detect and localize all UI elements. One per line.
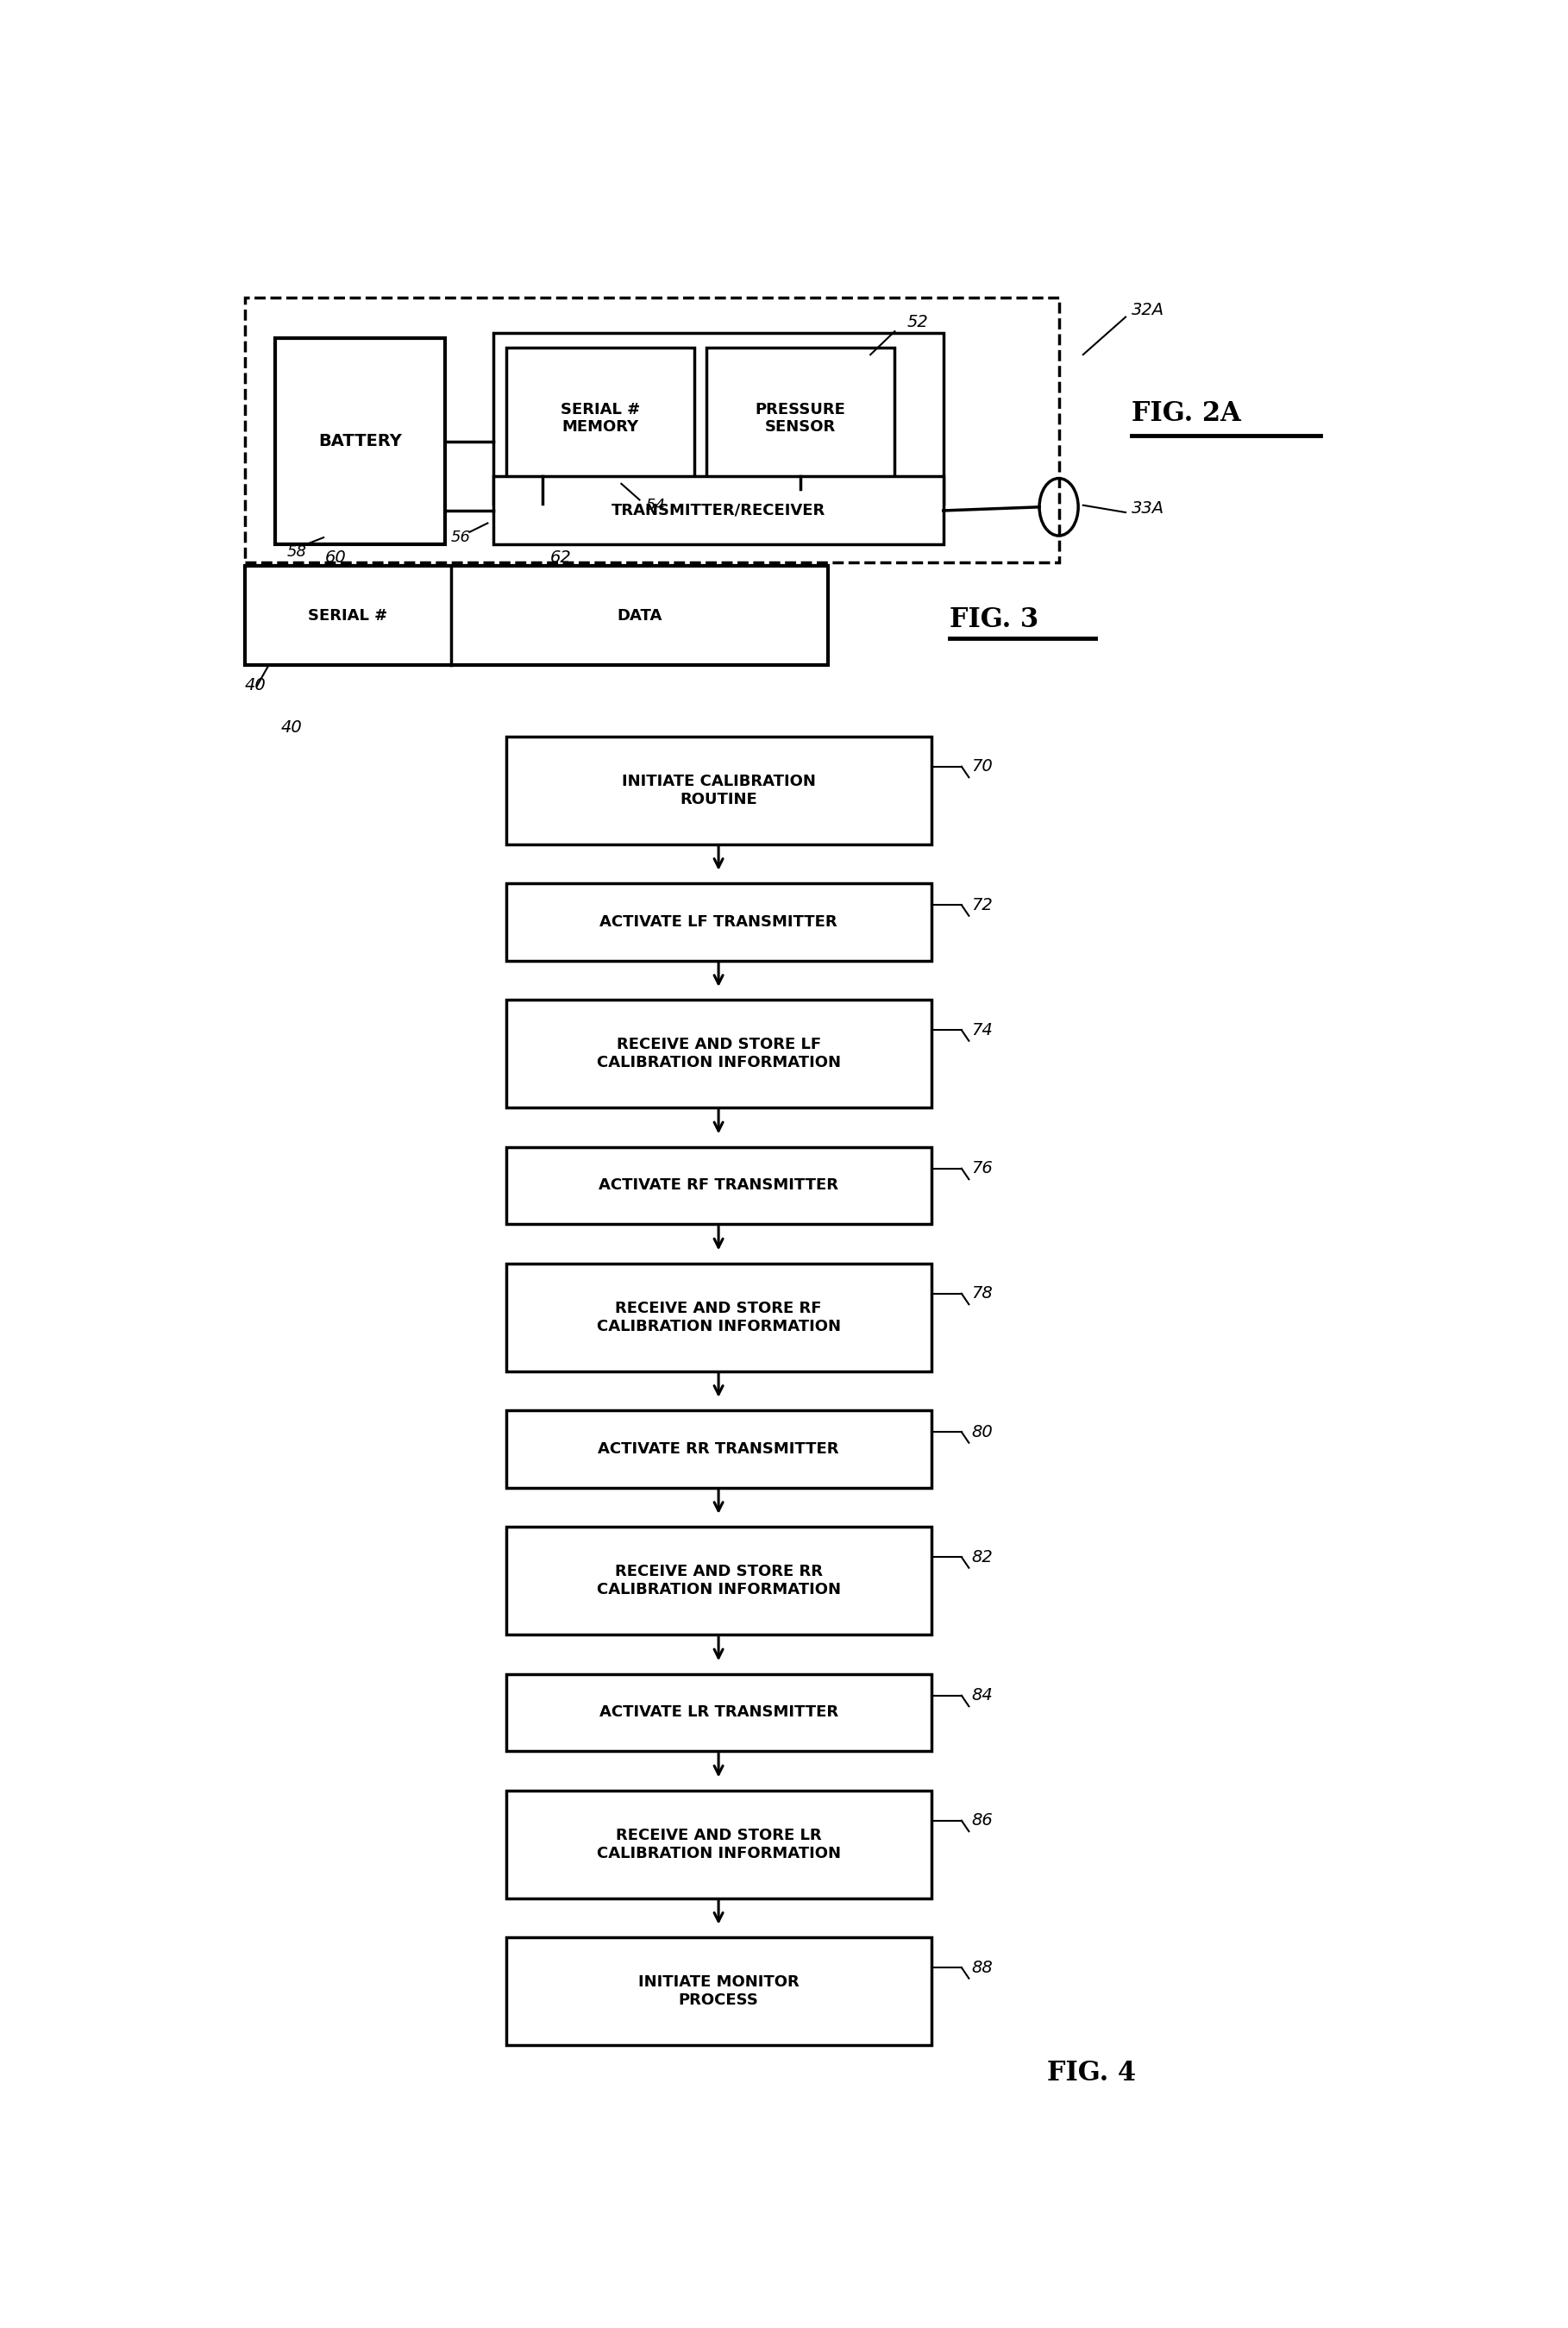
- Text: 32A: 32A: [1132, 303, 1165, 319]
- Text: 72: 72: [971, 896, 993, 913]
- Text: FIG. 3: FIG. 3: [949, 608, 1038, 633]
- Text: 60: 60: [325, 549, 347, 566]
- Bar: [494, 477, 944, 545]
- Text: 54: 54: [646, 498, 665, 512]
- Bar: [274, 338, 445, 545]
- Text: 76: 76: [971, 1159, 993, 1176]
- Text: 84: 84: [971, 1688, 993, 1704]
- Text: 40: 40: [281, 719, 303, 736]
- Text: INITIATE MONITOR
PROCESS: INITIATE MONITOR PROCESS: [638, 1974, 800, 2009]
- Text: ACTIVATE RF TRANSMITTER: ACTIVATE RF TRANSMITTER: [599, 1178, 839, 1194]
- Text: PRESSURE
SENSOR: PRESSURE SENSOR: [756, 400, 845, 435]
- Bar: [506, 1790, 931, 1897]
- Text: 88: 88: [971, 1960, 993, 1976]
- Text: ACTIVATE RR TRANSMITTER: ACTIVATE RR TRANSMITTER: [597, 1441, 839, 1457]
- Text: 52: 52: [906, 314, 928, 331]
- Text: 40: 40: [245, 677, 267, 694]
- Text: 78: 78: [971, 1285, 993, 1301]
- Bar: [506, 1527, 931, 1634]
- Text: 82: 82: [971, 1548, 993, 1564]
- Bar: [506, 882, 931, 961]
- Text: DATA: DATA: [616, 608, 662, 624]
- Bar: [506, 1411, 931, 1488]
- Text: TRANSMITTER/RECEIVER: TRANSMITTER/RECEIVER: [612, 503, 826, 519]
- Text: 58: 58: [287, 545, 307, 559]
- Text: FIG. 2A: FIG. 2A: [1132, 400, 1240, 426]
- Text: 86: 86: [971, 1814, 993, 1830]
- Bar: [506, 1264, 931, 1371]
- Text: RECEIVE AND STORE LR
CALIBRATION INFORMATION: RECEIVE AND STORE LR CALIBRATION INFORMA…: [596, 1827, 840, 1860]
- Text: 70: 70: [971, 759, 993, 775]
- Text: 80: 80: [971, 1425, 993, 1441]
- Bar: [245, 298, 1058, 563]
- Text: ACTIVATE LF TRANSMITTER: ACTIVATE LF TRANSMITTER: [599, 915, 837, 929]
- Text: INITIATE CALIBRATION
ROUTINE: INITIATE CALIBRATION ROUTINE: [621, 773, 815, 808]
- Bar: [506, 736, 931, 845]
- Text: RECEIVE AND STORE LF
CALIBRATION INFORMATION: RECEIVE AND STORE LF CALIBRATION INFORMA…: [596, 1036, 840, 1071]
- Bar: [506, 1674, 931, 1751]
- Text: BATTERY: BATTERY: [318, 433, 401, 449]
- Text: 33A: 33A: [1132, 501, 1165, 517]
- Text: RECEIVE AND STORE RF
CALIBRATION INFORMATION: RECEIVE AND STORE RF CALIBRATION INFORMA…: [596, 1301, 840, 1334]
- Text: FIG. 4: FIG. 4: [1046, 2060, 1135, 2086]
- Text: RECEIVE AND STORE RR
CALIBRATION INFORMATION: RECEIVE AND STORE RR CALIBRATION INFORMA…: [596, 1564, 840, 1597]
- Text: ACTIVATE LR TRANSMITTER: ACTIVATE LR TRANSMITTER: [599, 1704, 837, 1720]
- Text: 74: 74: [971, 1022, 993, 1038]
- Bar: [506, 347, 695, 489]
- Text: SERIAL #: SERIAL #: [309, 608, 387, 624]
- Bar: [245, 566, 828, 666]
- Bar: [506, 1937, 931, 2044]
- Bar: [706, 347, 895, 489]
- Text: SERIAL #
MEMORY: SERIAL # MEMORY: [560, 400, 640, 435]
- Bar: [506, 1148, 931, 1225]
- Text: 62: 62: [550, 549, 571, 566]
- Text: 56: 56: [452, 531, 470, 545]
- Bar: [494, 333, 944, 503]
- Bar: [506, 1001, 931, 1108]
